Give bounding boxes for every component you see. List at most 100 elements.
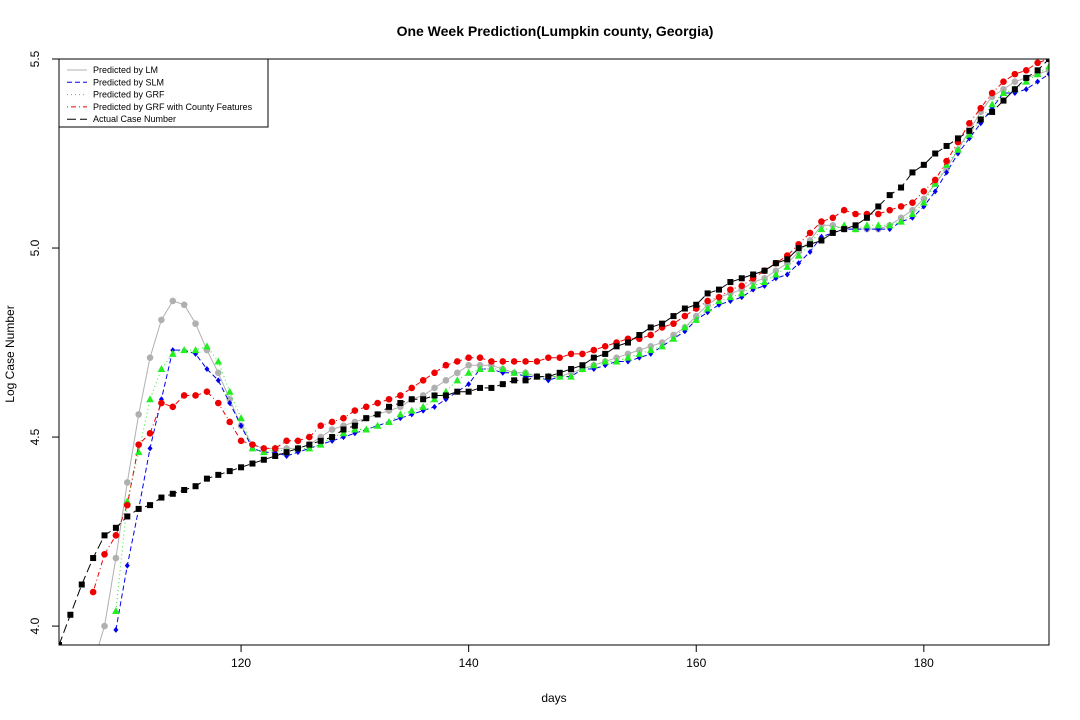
data-point	[101, 550, 108, 558]
legend: Predicted by LM Predicted by SLM Predicted…	[58, 58, 269, 128]
data-point	[340, 426, 347, 433]
data-point	[931, 176, 939, 184]
data-point	[340, 414, 347, 422]
data-point	[897, 203, 905, 210]
data-point	[852, 210, 859, 218]
data-point	[932, 188, 938, 195]
data-point	[431, 384, 438, 392]
data-point	[909, 169, 916, 176]
data-point	[362, 425, 371, 433]
data-point	[784, 271, 790, 278]
data-point	[317, 437, 324, 444]
data-point	[863, 214, 870, 221]
data-point	[168, 349, 177, 357]
series-line	[92, 59, 1049, 593]
data-point	[1046, 59, 1049, 62]
data-point	[112, 532, 120, 539]
data-point	[488, 384, 495, 391]
data-point	[602, 350, 609, 357]
data-point	[635, 349, 644, 357]
data-point	[670, 320, 677, 327]
data-point	[465, 354, 472, 361]
data-point	[669, 334, 678, 342]
data-point	[214, 357, 223, 365]
data-point	[794, 251, 803, 259]
data-point	[329, 434, 336, 441]
data-point	[590, 354, 597, 361]
data-point	[237, 437, 245, 445]
data-point	[681, 305, 688, 312]
data-point	[112, 606, 120, 614]
data-point	[601, 343, 609, 350]
data-point	[123, 501, 131, 509]
data-point	[658, 342, 666, 350]
data-point	[465, 361, 472, 369]
data-point	[146, 395, 154, 403]
data-point	[977, 116, 984, 123]
data-point	[453, 369, 461, 377]
data-point	[692, 315, 701, 323]
data-point	[875, 210, 882, 218]
data-point	[1023, 86, 1029, 93]
data-point	[203, 388, 211, 395]
data-point	[464, 368, 473, 376]
data-point	[556, 354, 563, 361]
data-point	[715, 293, 723, 301]
data-point	[659, 320, 666, 327]
data-point	[226, 395, 233, 403]
data-point	[158, 399, 165, 407]
data-point	[920, 188, 928, 195]
data-point	[681, 312, 689, 320]
data-point	[965, 130, 974, 138]
data-point	[225, 387, 234, 395]
data-point	[1011, 86, 1018, 93]
data-point	[215, 377, 221, 384]
data-point	[101, 622, 108, 630]
data-point	[829, 229, 836, 236]
data-point	[841, 226, 848, 233]
data-point	[442, 392, 449, 399]
data-point	[112, 524, 119, 531]
data-point	[169, 297, 177, 305]
data-point	[477, 384, 484, 391]
data-point	[453, 376, 462, 384]
data-point	[977, 104, 985, 112]
data-point	[510, 368, 518, 376]
x-tick-label: 180	[914, 656, 934, 670]
data-point	[260, 456, 267, 463]
data-point	[226, 418, 233, 426]
data-point	[135, 505, 142, 512]
data-point	[624, 353, 632, 361]
data-point	[431, 392, 438, 399]
y-tick-label: 4.5	[28, 428, 42, 445]
data-point	[466, 381, 472, 388]
data-point	[636, 331, 643, 338]
data-point	[612, 357, 621, 365]
data-point	[192, 392, 199, 399]
data-point	[487, 365, 496, 373]
data-point	[180, 301, 188, 309]
data-point	[294, 445, 301, 452]
data-point	[897, 217, 905, 225]
data-point	[943, 142, 950, 149]
data-point	[226, 468, 233, 475]
legend-label: Predicted by SLM	[93, 77, 164, 87]
data-point	[613, 343, 620, 350]
data-point	[158, 494, 165, 501]
data-point	[533, 373, 540, 380]
data-point	[726, 293, 735, 301]
data-point	[852, 222, 859, 229]
data-point	[818, 237, 825, 244]
data-point	[431, 369, 438, 377]
data-point	[579, 362, 586, 369]
data-point	[408, 396, 415, 403]
data-point	[909, 199, 916, 206]
data-point	[783, 262, 792, 270]
data-point	[760, 278, 769, 286]
data-point	[488, 358, 495, 365]
legend-label: Predicted by LM	[93, 65, 158, 75]
data-point	[772, 270, 780, 278]
series-line	[59, 59, 1049, 645]
data-point	[908, 210, 917, 218]
